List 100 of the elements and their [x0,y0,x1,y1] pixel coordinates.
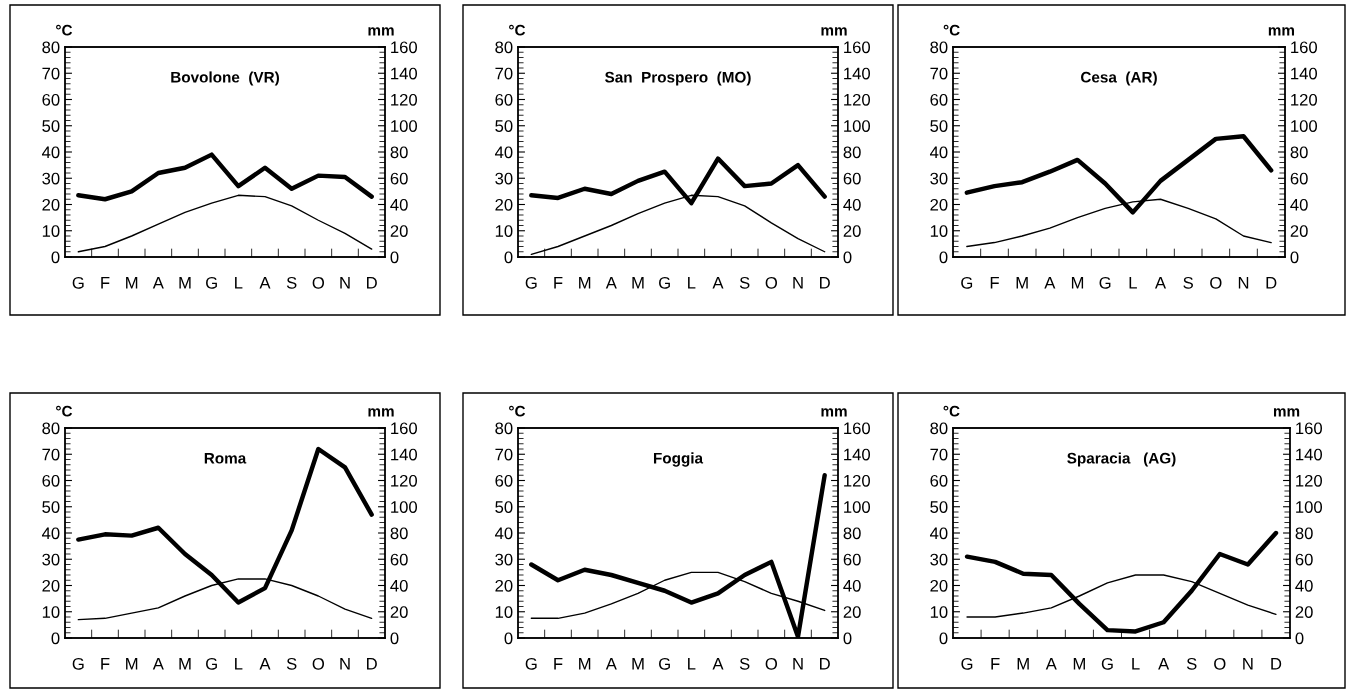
y-tick-label: 0 [51,251,60,264]
y2-tick-label: 140 [391,448,418,461]
y-tick-label: 60 [495,474,513,487]
y2-tick-label: 20 [390,606,408,618]
text: Sparacia (AG) [1067,452,1176,467]
x-tick-label: S [1186,657,1197,670]
y-tick-label: 60 [42,474,60,487]
x-tick-label: F [990,277,999,289]
x-tick-label: A [605,658,617,670]
y-tick-label: 40 [929,146,948,159]
y2-axis-title: mm [821,27,847,36]
y-tick-label: 40 [494,146,513,159]
x-tick-label: N [1243,658,1253,670]
y2-axis-title: mm [1268,27,1295,36]
x-tick-label: M [1071,277,1084,289]
x-tick-label: M [179,658,191,670]
x-tick-label: G [525,657,537,670]
y-tick-label: 40 [41,146,60,159]
y-tick-label: 30 [42,172,60,185]
y-tick-label: 50 [42,120,60,132]
y2-tick-label: 160 [391,41,418,54]
x-tick-label: A [152,277,164,289]
y-tick-label: 30 [495,553,513,566]
y2-tick-label: 140 [1296,448,1323,461]
y2-tick-label: 20 [843,225,861,237]
y2-tick-label: 40 [390,579,408,592]
x-tick-label: G [206,276,217,289]
y2-tick-label: 120 [391,93,418,106]
x-tick-label: M [632,277,644,289]
y-tick-label: 80 [495,41,513,54]
y2-tick-label: 60 [390,553,408,566]
y2-tick-label: 100 [844,120,871,132]
x-tick-label: D [367,277,377,289]
y2-tick-label: 80 [390,146,408,159]
x-tick-label: M [179,277,191,289]
y2-tick-label: 120 [1291,93,1318,106]
x-tick-label: O [1214,657,1226,670]
y2-tick-label: 20 [843,606,861,618]
y2-axis-title: mm [368,408,394,417]
y-axis-title: °C [509,24,526,36]
y-tick-label: 10 [930,606,948,618]
x-tick-label: M [126,658,138,670]
y2-tick-label: 40 [390,198,408,211]
y-tick-label: 20 [42,198,60,211]
x-tick-label: G [659,657,670,670]
y2-tick-label: 100 [844,501,871,513]
x-tick-label: D [820,277,830,289]
x-tick-label: M [579,277,591,289]
x-tick-label: G [72,276,84,289]
x-tick-label: L [688,277,696,289]
x-tick-label: F [101,658,110,670]
y2-tick-label: 60 [843,553,861,566]
y2-tick-label: 160 [391,422,418,435]
x-tick-label: O [312,657,325,670]
y2-tick-label: 80 [843,146,861,159]
x-tick-label: N [793,658,803,670]
y2-tick-label: 160 [1296,422,1323,435]
x-tick-label: A [712,277,724,289]
y-tick-label: 0 [504,632,513,645]
x-tick-label: M [579,658,591,670]
y2-tick-label: 60 [843,172,861,185]
y-tick-label: 20 [495,579,513,592]
x-tick-label: L [1129,277,1137,289]
x-tick-label: S [739,276,750,289]
x-tick-label: S [286,657,297,670]
y2-tick-label: 80 [1295,527,1313,540]
y2-tick-label: 140 [844,67,871,80]
y2-tick-label: 120 [844,93,871,106]
y-tick-label: 20 [495,198,513,211]
x-tick-label: A [259,658,271,670]
y2-tick-label: 20 [390,225,408,237]
y-axis-title: °C [56,405,73,417]
x-tick-label: O [765,276,778,289]
y-tick-label: 70 [495,448,513,461]
y-tick-label: 40 [494,527,513,540]
y2-axis-title: mm [368,27,394,36]
y-tick-label: 10 [42,606,60,618]
y2-tick-label: 80 [843,527,861,540]
x-tick-label: F [554,658,563,670]
y-tick-label: 40 [929,527,948,540]
y-tick-label: 10 [495,606,513,618]
x-tick-label: A [1045,658,1057,670]
y2-tick-label: 20 [1295,606,1313,618]
y-tick-label: 30 [930,172,948,185]
x-tick-label: N [1238,277,1249,289]
y2-tick-label: 120 [844,474,871,487]
text: Roma [204,452,247,464]
y2-tick-label: 160 [844,41,871,54]
y-tick-label: 80 [42,422,60,435]
y-tick-label: 20 [42,579,60,592]
x-tick-label: M [1073,658,1085,670]
x-tick-label: A [152,658,164,670]
y-tick-label: 50 [930,120,948,132]
x-tick-label: M [632,658,644,670]
y-tick-label: 20 [930,579,948,592]
y-tick-label: 0 [939,632,948,645]
x-tick-label: S [1183,276,1193,289]
y-tick-label: 20 [930,198,948,211]
x-tick-label: N [793,277,803,289]
y2-tick-label: 40 [1295,579,1313,592]
